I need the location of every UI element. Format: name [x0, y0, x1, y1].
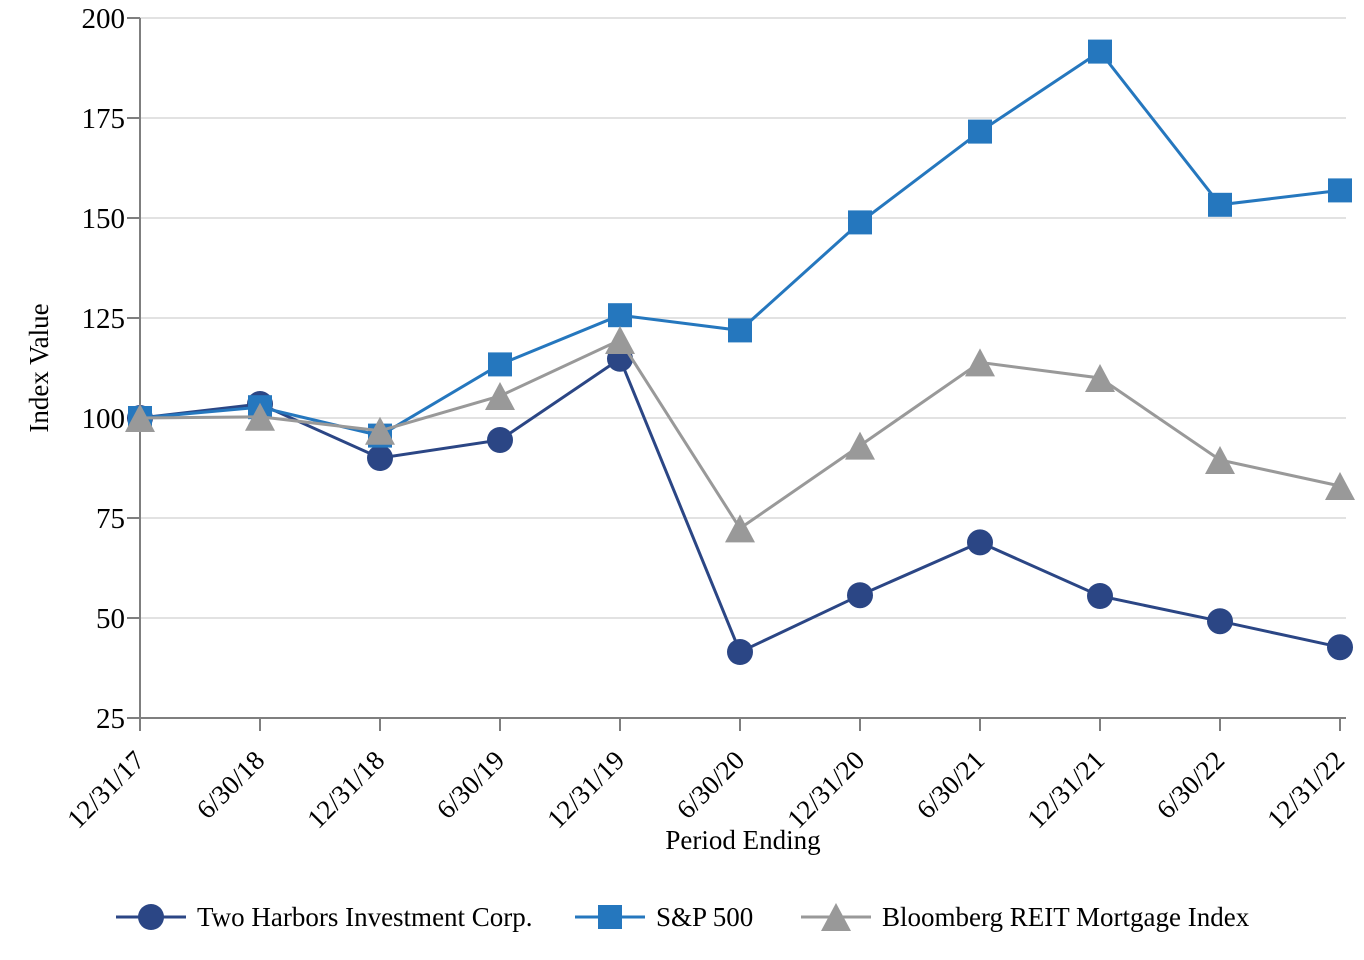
legend-square-icon: [598, 905, 622, 929]
y-tick-label: 200: [82, 3, 126, 35]
series-2-marker: [365, 416, 395, 445]
x-tick-label: 6/30/20: [671, 745, 751, 825]
series-1-marker: [728, 318, 752, 343]
series-0-marker: [367, 445, 393, 471]
x-tick-label: 12/31/19: [541, 745, 630, 834]
series-1-marker: [608, 303, 632, 328]
series-line-2: [139, 338, 1341, 531]
series-2-marker: [845, 431, 875, 460]
y-tick-label: 75: [96, 503, 125, 535]
series-0-marker: [847, 582, 873, 609]
x-tick-label: 12/31/20: [781, 745, 870, 834]
series-0-marker: [1327, 634, 1353, 661]
x-tick-label: 6/30/22: [1151, 745, 1231, 825]
legend-label-2: Bloomberg REIT Mortgage Index: [882, 902, 1250, 932]
x-tick-label: 12/31/18: [301, 745, 390, 834]
series-1-marker: [848, 210, 872, 235]
x-tick-label: 6/30/18: [191, 745, 271, 825]
series-0-marker: [727, 639, 753, 665]
series-0-marker: [967, 529, 993, 556]
y-axis-title: Index Value: [24, 303, 54, 432]
series-0-marker: [1087, 583, 1113, 609]
legend-label-0: Two Harbors Investment Corp.: [197, 902, 533, 932]
y-tick-label: 50: [96, 603, 125, 635]
legend-circle-icon: [138, 904, 164, 930]
series-0-marker: [487, 427, 513, 453]
series-1-marker: [1328, 178, 1352, 203]
x-tick-label: 12/31/17: [61, 745, 150, 834]
series-1-marker: [488, 352, 512, 377]
series-2-marker: [1325, 472, 1355, 500]
series-1-marker: [1088, 39, 1112, 64]
y-tick-label: 150: [82, 203, 126, 235]
series-2-marker: [1205, 446, 1235, 474]
x-tick-label: 6/30/21: [911, 745, 991, 825]
series-2-marker: [605, 326, 635, 354]
series-2-marker: [965, 348, 995, 377]
series-1-marker: [968, 119, 992, 144]
series-2-marker: [245, 402, 275, 431]
series-2-marker: [125, 404, 155, 432]
series-2-marker: [485, 382, 515, 410]
series-line-1: [139, 49, 1341, 438]
legend-label-1: S&P 500: [656, 902, 753, 932]
x-tick-label: 6/30/19: [431, 745, 511, 825]
x-tick-label: 12/31/22: [1261, 745, 1350, 834]
y-tick-label: 25: [96, 703, 125, 735]
y-tick-label: 100: [82, 403, 126, 435]
legend-triangle-icon: [821, 903, 851, 931]
series-2-marker: [1085, 364, 1115, 392]
x-tick-label: 12/31/21: [1021, 745, 1110, 834]
x-axis-title: Period Ending: [665, 825, 820, 855]
y-tick-label: 175: [82, 103, 126, 135]
y-tick-label: 125: [82, 303, 126, 335]
series-2-marker: [725, 514, 755, 543]
series-1-marker: [1208, 192, 1232, 217]
series-0-marker: [1207, 608, 1233, 635]
series-line-0: [139, 356, 1341, 655]
